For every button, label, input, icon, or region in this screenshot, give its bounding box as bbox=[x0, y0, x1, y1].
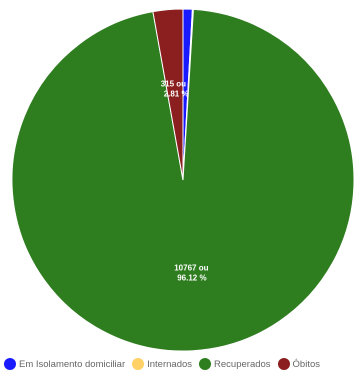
chart-legend: Em Isolamento domiciliar Internados Recupe… bbox=[4, 357, 358, 371]
legend-item-obitos[interactable]: Óbitos bbox=[277, 358, 321, 370]
legend-item-recuperados[interactable]: Recuperados bbox=[199, 358, 271, 370]
legend-swatch bbox=[4, 358, 16, 370]
legend-item-em-isolamento-domiciliar[interactable]: Em Isolamento domiciliar bbox=[4, 358, 125, 370]
pie-slice-obitos[interactable] bbox=[152, 8, 184, 181]
data-label-obitos: 315 ou 2.81 % bbox=[161, 79, 189, 98]
legend-label: Recuperados bbox=[214, 358, 271, 370]
data-label-recuperados: 10767 ou 96.12 % bbox=[174, 263, 208, 282]
legend-swatch bbox=[132, 358, 145, 370]
legend-label: Em Isolamento domiciliar bbox=[19, 358, 126, 370]
legend-item-internados[interactable]: Internados bbox=[132, 358, 192, 370]
pie-slice-recuperados[interactable] bbox=[11, 8, 355, 352]
legend-label: Internados bbox=[147, 358, 193, 370]
legend-swatch bbox=[277, 358, 290, 370]
legend-label: Óbitos bbox=[292, 358, 321, 370]
legend-swatch bbox=[199, 358, 212, 370]
